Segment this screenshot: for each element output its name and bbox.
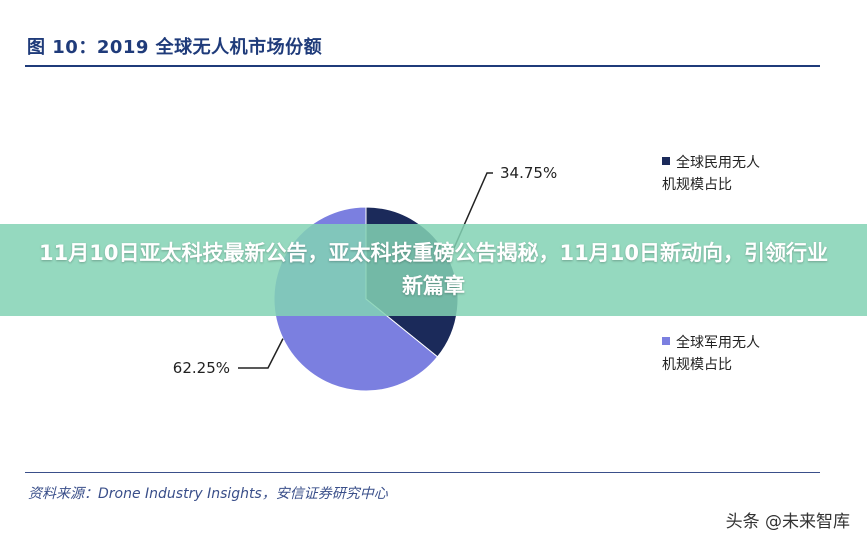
source-rule — [25, 472, 820, 473]
legend-swatch-military — [662, 337, 670, 345]
data-label-military: 62.25% — [173, 359, 230, 377]
legend-item-civil: 全球民用无人机规模占比 — [662, 152, 772, 196]
legend-label-civil: 全球民用无人机规模占比 — [662, 155, 760, 193]
leader-line-military — [238, 338, 284, 369]
headline-text: 11月10日亚太科技最新公告，亚太科技重磅公告揭秘，11月10日新动向，引领行业… — [39, 241, 828, 298]
legend-label-military: 全球军用无人机规模占比 — [662, 335, 760, 373]
source-note: 资料来源：Drone Industry Insights，安信证券研究中心 — [28, 486, 388, 502]
watermark-text: 头条 @未来智库 — [722, 506, 853, 533]
title-rule — [25, 65, 820, 67]
legend-item-military: 全球军用无人机规模占比 — [662, 332, 772, 376]
legend-swatch-civil — [662, 157, 670, 165]
headline-banner: 11月10日亚太科技最新公告，亚太科技重磅公告揭秘，11月10日新动向，引领行业… — [0, 224, 867, 316]
figure-title: 图 10：2019 全球无人机市场份额 — [27, 37, 323, 58]
data-label-civil: 34.75% — [500, 164, 557, 182]
